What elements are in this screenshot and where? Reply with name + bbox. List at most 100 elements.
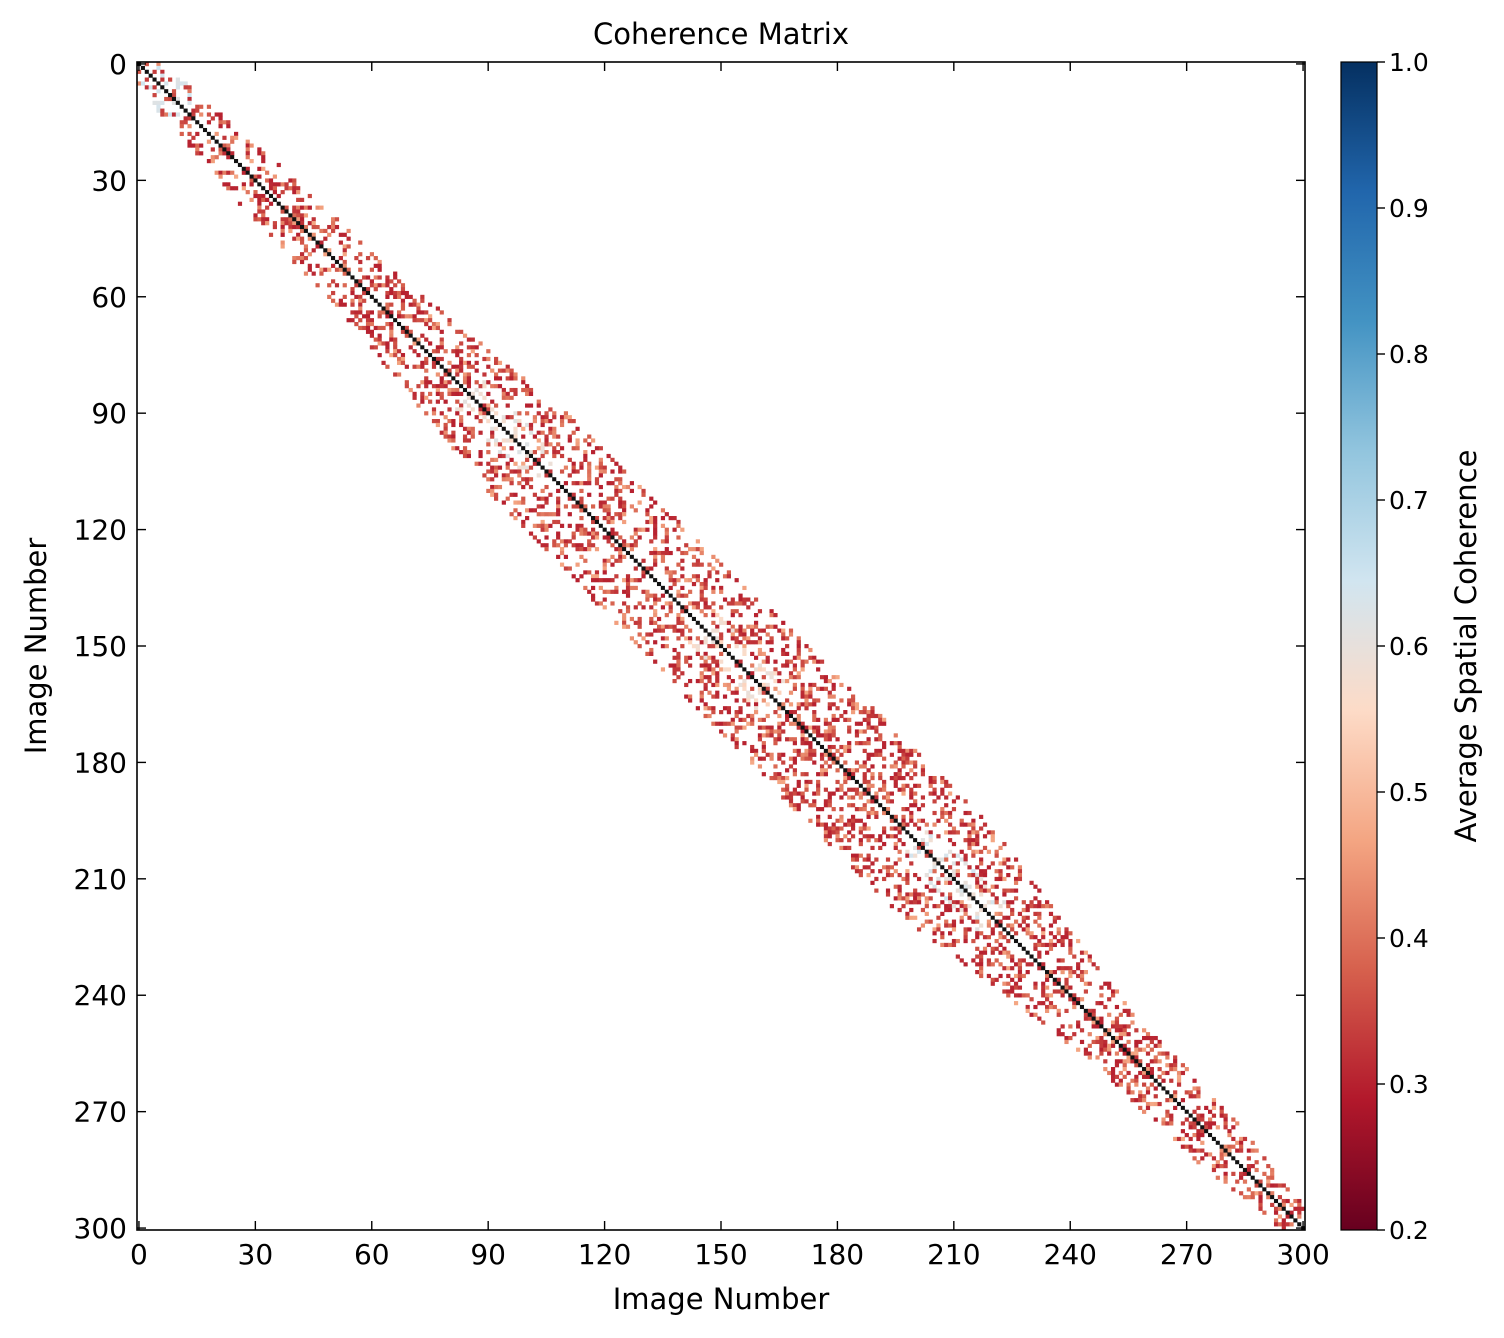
coherence-cell-1415 [688, 694, 693, 699]
coherence-cell-973 [556, 543, 561, 548]
coherence-cell-255 [303, 271, 309, 276]
coherence-cell-1678 [761, 682, 766, 688]
coherence-cell-933 [544, 527, 549, 532]
coherence-cell-252 [331, 228, 336, 234]
coherence-cell-600 [513, 372, 518, 377]
coherence-cell-1616 [792, 663, 797, 668]
diagonal-cell-113 [575, 500, 580, 505]
coherence-cell-2496 [1013, 876, 1019, 882]
coherence-cell-2779 [1045, 1004, 1050, 1010]
coherence-cell-2363 [916, 892, 922, 897]
coherence-cell-2463 [944, 923, 949, 928]
coherence-cell-2361 [916, 876, 922, 882]
diagonal-cell-54 [346, 271, 351, 276]
coherence-cell-2744 [1060, 958, 1065, 963]
coherence-cell-2172 [901, 791, 906, 796]
coherence-cell-1436 [738, 624, 743, 629]
coherence-cell-1509 [711, 694, 716, 699]
coherence-cell-1913 [808, 752, 813, 757]
coherence-cell-3133 [1223, 1175, 1228, 1180]
coherence-cell-2211 [874, 876, 879, 882]
coherence-cell-2598 [1021, 907, 1026, 913]
coherence-cell-3022 [1196, 1086, 1201, 1091]
coherence-cell-855 [521, 523, 526, 528]
coherence-cell-1918 [878, 733, 883, 738]
diagonal-cell-31 [257, 182, 262, 187]
coherence-cell-193 [280, 217, 285, 222]
coherence-cell-1874 [827, 725, 832, 730]
coherence-cell-147 [253, 213, 258, 218]
coherence-cell-388 [412, 298, 417, 303]
coherence-cell-2892 [1142, 1028, 1147, 1033]
coherence-cell-3015 [1153, 1101, 1158, 1107]
coherence-cell-882 [536, 457, 541, 462]
diagonal-cell-165 [777, 702, 782, 707]
coherence-cell-856 [528, 450, 534, 455]
coherence-cell-76 [226, 120, 231, 125]
coherence-cell-1401 [684, 694, 689, 699]
coherence-cell-1299 [656, 616, 662, 622]
coherence-cell-627 [455, 411, 460, 416]
coherence-cell-752 [544, 419, 549, 424]
coherence-cell-583 [443, 426, 448, 431]
diagonal-cell-236 [1052, 977, 1057, 982]
coherence-cell-1562 [750, 651, 755, 656]
coherence-cell-1817 [788, 764, 794, 769]
coherence-cell-1151 [610, 601, 615, 606]
coherence-cell-1399 [684, 682, 689, 688]
coherence-cell-2006 [905, 752, 910, 757]
coherence-cell-1860 [866, 721, 871, 726]
coherence-cell-580 [497, 368, 503, 373]
coherence-cell-2558 [990, 900, 995, 905]
coherence-cell-1337 [668, 663, 673, 668]
coherence-cell-40 [175, 96, 180, 102]
coherence-cell-344 [377, 283, 382, 288]
coherence-cell-624 [482, 380, 487, 385]
coherence-cell-1133 [606, 539, 611, 544]
coherence-cell-753 [494, 469, 499, 474]
coherence-cell-1492 [788, 632, 794, 637]
coherence-cell-397 [377, 325, 382, 331]
coherence-cell-690 [494, 403, 499, 408]
coherence-cell-2307 [905, 849, 910, 854]
coherence-cell-1614 [785, 663, 790, 668]
coherence-cell-1024 [622, 500, 627, 505]
coherence-cell-1890 [823, 729, 829, 734]
coherence-cell-2192 [909, 795, 914, 800]
coherence-cell-423 [385, 349, 390, 354]
diagonal-cell-153 [730, 655, 735, 660]
diagonal-cell-126 [625, 550, 631, 556]
coherence-cell-3075 [1192, 1132, 1197, 1138]
coherence-cell-1330 [680, 593, 685, 598]
diagonal-cell-299 [1297, 1222, 1302, 1227]
coherence-cell-2234 [909, 810, 914, 816]
coherence-cell-59 [187, 124, 192, 129]
coherence-cell-818 [567, 438, 572, 443]
coherence-cell-2415 [932, 904, 937, 909]
coherence-cell-797 [505, 496, 510, 501]
coherence-cell-2291 [897, 888, 902, 893]
coherence-cell-1336 [738, 593, 743, 598]
diagonal-cell-60 [369, 294, 374, 299]
coherence-cell-1857 [796, 779, 801, 785]
coherence-cell-1862 [878, 721, 883, 726]
coherence-cell-1613 [738, 706, 743, 711]
coherence-cell-2522 [994, 884, 999, 889]
coherence-cell-1082 [649, 516, 654, 521]
coherence-cell-2349 [913, 892, 918, 897]
coherence-cell-3121 [1219, 1156, 1224, 1161]
diagonal-cell-36 [276, 201, 281, 206]
coherence-cell-971 [556, 535, 561, 540]
coherence-cell-1429 [695, 678, 700, 684]
coherence-cell-2240 [944, 810, 949, 816]
coherence-cell-431 [389, 329, 394, 334]
coherence-cell-1999 [827, 799, 832, 804]
coherence-cell-718 [552, 411, 557, 416]
coherence-cell-2676 [1064, 931, 1069, 936]
coherence-cell-1369 [676, 659, 681, 664]
coherence-cell-2106 [928, 775, 933, 781]
coherence-cell-2665 [1006, 938, 1011, 944]
coherence-cell-2098 [893, 775, 898, 781]
coherence-cell-1538 [734, 644, 739, 649]
coherence-cell-1085 [591, 578, 596, 583]
